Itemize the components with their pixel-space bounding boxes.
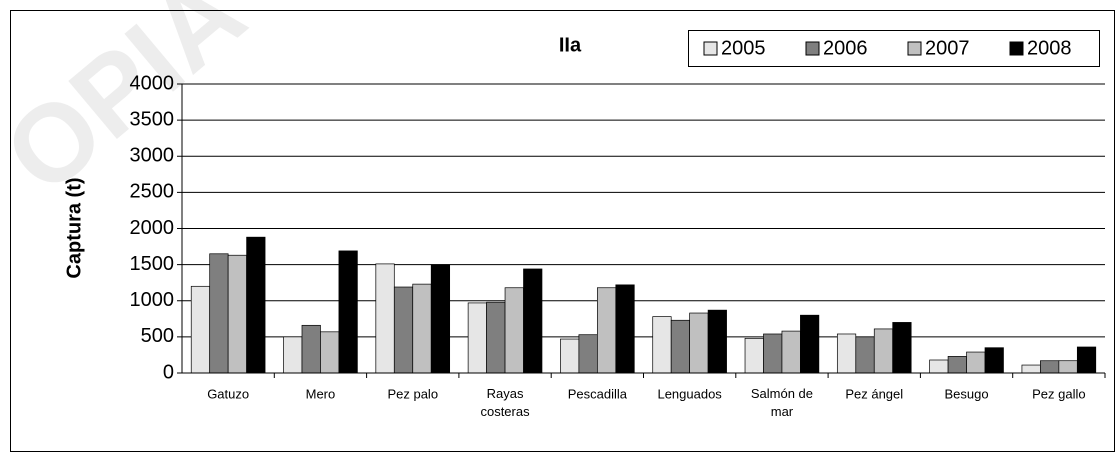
bar [1076,346,1097,374]
bar [707,309,727,374]
legend-label: 2007 [925,37,970,59]
bar [781,330,801,374]
x-tick-label: Rayas costeras [480,386,530,419]
x-tick-label: Pescadilla [568,386,628,401]
legend-swatch [805,41,820,56]
bar [873,328,894,374]
y-tick-label: 500 [141,325,174,347]
x-tick-label: Lenguados [657,386,722,401]
y-axis-label: Captura (t) [63,177,85,278]
legend-swatch [703,41,718,56]
legend-label: 2005 [721,37,766,59]
legend-box [688,30,1100,67]
bar [560,338,580,374]
bar [578,334,598,374]
bar [1058,360,1078,374]
legend-label: 2006 [823,37,868,59]
bar [412,283,432,374]
y-tick-label: 4000 [130,72,175,94]
bar [504,287,524,374]
bar [1021,364,1041,374]
bar [800,314,820,374]
bar [947,356,967,374]
legend-label: 2008 [1027,37,1072,59]
bar [375,263,395,374]
bar [301,324,321,374]
bar [763,333,783,374]
legend-swatch [907,41,922,56]
bar [836,333,857,374]
x-tick-label: Mero [306,386,336,401]
y-tick-label: 1000 [130,289,175,311]
bar [338,250,358,374]
bar [892,322,912,374]
bar [596,287,617,374]
bar [430,264,451,374]
bar [283,336,303,374]
bar [966,351,986,374]
x-tick-label: Besugo [945,386,989,401]
bar [393,286,414,374]
y-tick-label: 2000 [130,217,175,239]
bar [227,254,247,374]
bar [615,284,635,374]
y-tick-label: 2500 [130,181,175,203]
bar [689,312,709,374]
y-tick-label: 1500 [130,253,175,275]
bar [652,316,672,374]
bar [523,268,543,374]
bar [744,337,764,374]
bar [855,336,875,374]
y-tick-label: 3000 [130,145,175,167]
bar [190,285,211,374]
y-tick-label: 3500 [130,108,175,130]
bar [929,359,949,374]
bar [320,331,340,374]
bar [984,347,1004,374]
legend-swatch [1009,41,1024,56]
bar [1040,360,1060,374]
chart-title: IIa [559,34,582,56]
bar [467,302,487,374]
bar [670,319,691,374]
x-tick-label: Salmón de mar [751,386,813,419]
x-tick-label: Pez palo [387,386,438,401]
x-tick-label: Pez gallo [1032,386,1085,401]
bar [486,301,506,374]
bar [209,253,229,374]
bar [246,236,266,374]
y-tick-label: 0 [163,361,174,383]
x-tick-label: Gatuzo [207,386,249,401]
x-tick-label: Pez ángel [845,386,903,401]
